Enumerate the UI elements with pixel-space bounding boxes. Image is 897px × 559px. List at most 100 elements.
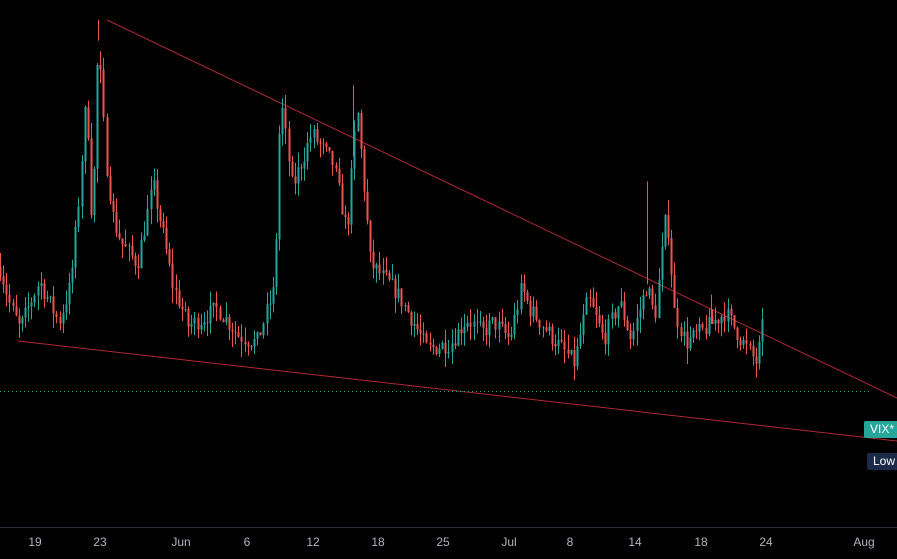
candle: [93, 166, 96, 223]
candle: [755, 347, 758, 378]
candle: [350, 160, 353, 234]
candle: [18, 308, 21, 338]
candle-body: [335, 164, 338, 169]
candle: [178, 280, 181, 309]
candle: [683, 321, 686, 346]
candle-body: [761, 319, 764, 342]
candle-body: [175, 287, 178, 291]
candle: [422, 322, 425, 343]
candle: [156, 168, 159, 223]
candle-body: [388, 272, 391, 280]
candle-body: [181, 306, 184, 310]
candle: [457, 322, 460, 347]
candle-body: [134, 255, 137, 266]
candle-body: [65, 304, 68, 313]
candle: [21, 315, 24, 332]
candle-body: [601, 323, 604, 333]
candle: [391, 263, 394, 281]
candle-body: [281, 107, 284, 135]
candle-body: [435, 347, 438, 355]
candle: [140, 232, 143, 269]
upper-trendline[interactable]: [106, 19, 897, 399]
candle: [128, 242, 131, 262]
candle: [632, 322, 635, 346]
candle-body: [404, 305, 407, 307]
candle: [711, 309, 714, 325]
candle: [33, 293, 36, 308]
candle-body: [585, 297, 588, 315]
candle-body: [469, 322, 472, 327]
candle-body: [59, 316, 62, 324]
candle-body: [441, 342, 444, 349]
candle-body: [109, 176, 112, 201]
candle: [639, 296, 642, 333]
candle: [184, 301, 187, 313]
candle-body: [322, 143, 325, 145]
candle: [300, 163, 303, 181]
candle: [134, 252, 137, 275]
candle-body: [648, 288, 651, 296]
candle-body: [231, 329, 234, 332]
candle-body: [228, 316, 231, 330]
candle: [680, 322, 683, 343]
candle: [419, 314, 422, 346]
candle: [275, 233, 278, 295]
time-axis[interactable]: 19 23 Jun 6 12 18 25 Jul 8 14 18 24 Aug: [28, 535, 874, 549]
candle-body: [219, 307, 222, 320]
candle: [52, 286, 55, 328]
candle: [573, 336, 576, 381]
candle: [146, 195, 149, 237]
candle-body: [664, 215, 667, 247]
candle-body: [563, 341, 566, 350]
lower-trendline[interactable]: [17, 340, 897, 442]
candle: [382, 257, 385, 285]
candle-body: [526, 292, 529, 301]
candle-body: [200, 324, 203, 330]
candle-body: [203, 322, 206, 325]
candle: [175, 274, 178, 305]
candle: [288, 121, 291, 177]
candle-body: [159, 208, 162, 222]
x-tick-label: Jul: [501, 535, 516, 549]
candle: [686, 317, 689, 364]
candle: [96, 62, 99, 183]
candle-body: [557, 339, 560, 347]
candle: [692, 327, 695, 343]
candle-body: [535, 306, 538, 321]
candle-body: [510, 334, 513, 337]
candle: [432, 338, 435, 355]
candle-body: [294, 176, 297, 184]
candle-body: [266, 304, 269, 324]
candle-body: [306, 142, 309, 162]
candle: [99, 51, 102, 84]
candle-body: [667, 215, 670, 238]
candle-body: [560, 339, 563, 342]
candle: [463, 313, 466, 346]
candle: [228, 313, 231, 341]
candle: [473, 313, 476, 341]
candle-body: [291, 161, 294, 177]
candle-body: [240, 336, 243, 342]
candle: [12, 298, 15, 312]
low-price-tag: Low: [867, 453, 897, 470]
candle-body: [325, 143, 328, 148]
candle-body: [673, 274, 676, 308]
candle-body: [259, 332, 262, 336]
candle: [353, 120, 356, 180]
candle-body: [93, 168, 96, 216]
candle: [661, 232, 664, 292]
candle-body: [90, 138, 93, 216]
candle: [181, 297, 184, 322]
candle: [171, 248, 174, 304]
candle-body: [466, 322, 469, 327]
candle: [582, 304, 585, 344]
candle-body: [62, 312, 65, 324]
x-tick-label: 6: [244, 535, 251, 549]
candle: [394, 274, 397, 313]
candle-body: [548, 326, 551, 331]
candle: [40, 271, 43, 300]
candle: [670, 229, 673, 288]
candle-body: [316, 129, 319, 142]
candle: [447, 339, 450, 359]
